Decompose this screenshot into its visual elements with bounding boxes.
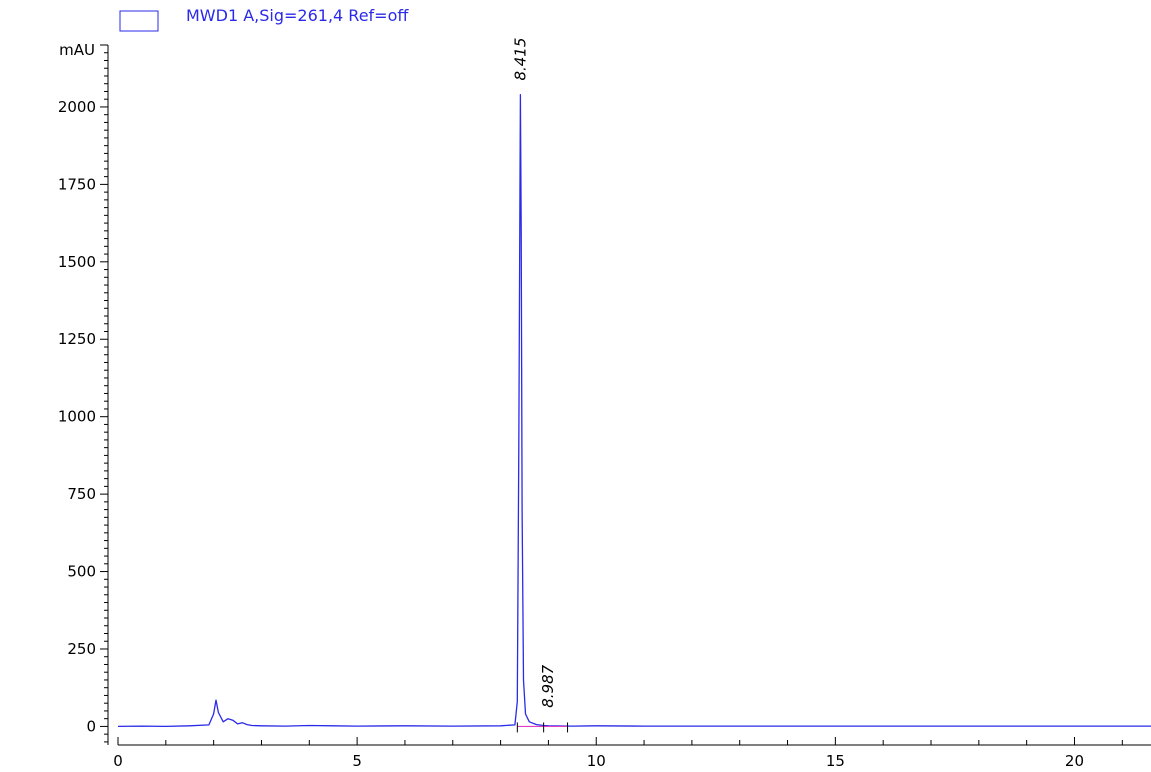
y-tick-label: 500 bbox=[67, 563, 96, 581]
y-ticks: 0 250 500 750 1000 1250 1500 1750 2000 bbox=[58, 44, 108, 743]
x-tick-label: 5 bbox=[352, 752, 362, 770]
y-tick-label: 750 bbox=[67, 485, 96, 503]
peak-label: 8.987 bbox=[539, 664, 557, 707]
peak-labels: 8.415 8.987 bbox=[511, 38, 556, 708]
x-tick-label: 20 bbox=[1065, 752, 1084, 770]
x-tick-label: 0 bbox=[113, 752, 123, 770]
legend: MWD1 A,Sig=261,4 Ref=off bbox=[119, 6, 409, 32]
peak-label: 8.415 bbox=[511, 38, 529, 81]
x-tick-label: 15 bbox=[826, 752, 845, 770]
y-tick-label: 1750 bbox=[58, 175, 96, 193]
y-tick-label: 250 bbox=[67, 640, 96, 658]
legend-swatch bbox=[119, 10, 159, 32]
y-tick-label: 2000 bbox=[58, 98, 96, 116]
y-tick-label: 0 bbox=[86, 717, 96, 735]
legend-label: MWD1 A,Sig=261,4 Ref=off bbox=[186, 6, 409, 25]
y-tick-label: 1500 bbox=[58, 253, 96, 271]
y-tick-label: 1000 bbox=[58, 408, 96, 426]
axes bbox=[107, 45, 1151, 746]
x-ticks: 0 5 10 15 20 bbox=[113, 737, 1123, 770]
x-tick-label: 10 bbox=[587, 752, 606, 770]
plot-area bbox=[117, 93, 1151, 733]
y-tick-label: 1250 bbox=[58, 330, 96, 348]
signal-trace bbox=[117, 93, 1151, 728]
y-axis-label: mAU bbox=[59, 41, 95, 59]
